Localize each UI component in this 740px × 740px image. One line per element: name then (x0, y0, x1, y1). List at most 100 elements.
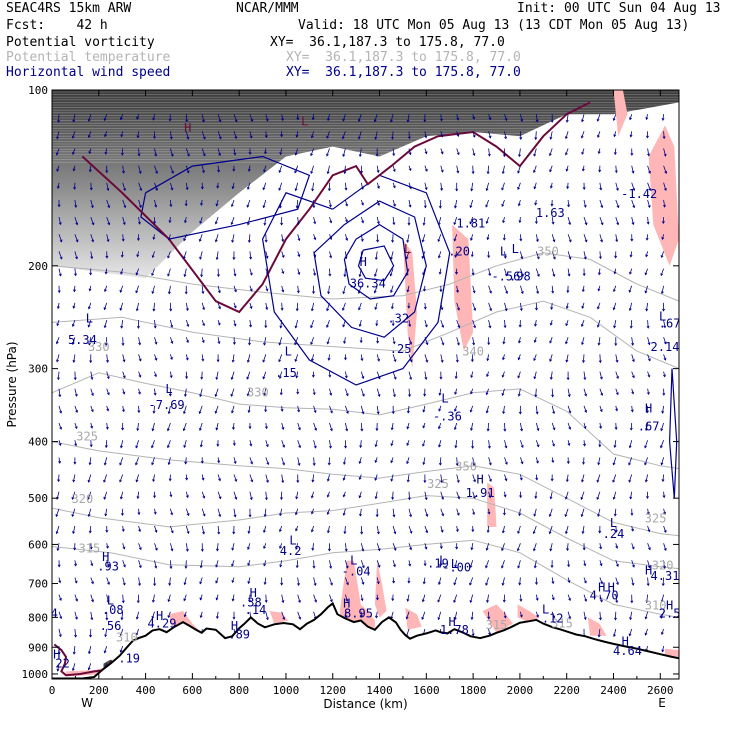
wind-vector-head (376, 581, 380, 585)
wind-vector-head (516, 548, 520, 552)
wind-vector (313, 405, 316, 413)
wind-vector-head (614, 529, 618, 533)
wind-vector (567, 611, 571, 619)
wind-vector-head (439, 564, 442, 568)
wind-vector (520, 234, 522, 241)
wind-vector-head (313, 445, 317, 449)
wind-vector-head (393, 394, 396, 398)
wind-vector-head (200, 548, 204, 552)
wind-vector-head (170, 357, 173, 361)
wind-vector (501, 182, 505, 191)
wind-vector (631, 388, 634, 394)
wind-vector-head (536, 428, 540, 432)
wind-vector (488, 131, 491, 139)
wind-vector-head (233, 514, 237, 518)
wind-vector (170, 148, 174, 157)
wind-vector-head (359, 445, 363, 449)
wind-vector (167, 422, 171, 431)
wind-vector-head (647, 529, 651, 533)
wind-vector-head (90, 256, 94, 260)
wind-vector-head (358, 307, 361, 311)
wind-vector-head (422, 272, 426, 276)
wind-vector (58, 457, 61, 464)
wind-vector-head (248, 426, 252, 430)
wind-vector-head (472, 134, 476, 138)
theta-label: 325 (427, 477, 449, 491)
wind-vector (342, 319, 346, 327)
wind-vector (121, 131, 124, 137)
wind-vector-head (152, 117, 156, 121)
speed-label: -7.69 (149, 398, 185, 412)
wind-vector-head (91, 222, 95, 226)
speed-label: .67 (659, 316, 681, 330)
wind-vector-head (344, 256, 348, 260)
speed-label: .98 (509, 270, 531, 284)
wind-vector (329, 234, 332, 240)
wind-vector (567, 543, 569, 551)
wind-vector-head (345, 565, 349, 569)
wind-vector-head (631, 359, 635, 363)
wind-vector-head (59, 256, 63, 260)
wind-vector-head (660, 445, 663, 449)
wind-vector (345, 234, 348, 241)
wind-vector-head (645, 600, 649, 604)
speed-label: 4.31 (651, 569, 680, 583)
wind-vector (72, 663, 76, 671)
wind-vector-head (103, 496, 107, 500)
wind-vector-head (534, 202, 538, 206)
wind-vector (57, 302, 60, 309)
wind-vector (120, 285, 124, 293)
wind-vector-head (328, 374, 332, 378)
wind-vector-head (615, 600, 619, 604)
wind-vector (647, 199, 651, 208)
wind-vector-head (406, 239, 410, 243)
wind-vector-head (361, 393, 365, 397)
wind-vector (184, 577, 187, 585)
wind-vector-head (328, 204, 332, 208)
wind-vector-head (439, 546, 443, 550)
wind-vector-head (613, 325, 617, 329)
run-title: SEAC4RS 15km ARW (6, 1, 132, 16)
wind-vector-head (249, 288, 253, 292)
wind-vector (58, 114, 60, 123)
wind-vector (504, 422, 506, 432)
wind-vector-head (247, 562, 251, 566)
wind-vector (629, 285, 633, 293)
wind-vector-head (616, 205, 620, 209)
wind-vector-head (473, 325, 476, 329)
wind-vector-head (390, 478, 394, 482)
wind-vector-head (72, 168, 76, 172)
wind-vector (153, 114, 155, 121)
wind-vector-head (472, 290, 476, 294)
wind-vector (407, 234, 410, 243)
wind-vector-head (567, 204, 571, 208)
wind-vector (199, 388, 203, 397)
wind-vector (201, 268, 203, 277)
wind-vector (281, 440, 285, 448)
wind-vector-head (56, 359, 59, 363)
wind-vector-head (167, 237, 171, 241)
wind-vector (392, 543, 397, 551)
wind-vector-head (393, 564, 396, 568)
wind-vector (72, 319, 76, 327)
wind-vector (629, 268, 633, 275)
wind-vector (520, 268, 524, 277)
wind-vector (345, 216, 348, 222)
wind-vector (183, 594, 187, 601)
wind-vector-head (661, 410, 665, 414)
wind-vector (313, 388, 315, 395)
wind-vector (520, 440, 524, 448)
wind-vector (438, 216, 442, 225)
wind-vector (406, 611, 410, 619)
wind-vector-head (183, 274, 187, 278)
wind-vector (232, 182, 235, 189)
wind-vector (583, 560, 586, 566)
wind-vector-head (87, 514, 91, 517)
wind-vector (486, 182, 489, 191)
wind-vector-head (423, 119, 427, 123)
wind-vector-head (361, 202, 364, 206)
wind-vector (392, 217, 395, 225)
wind-vector-head (88, 651, 91, 655)
pink-region (269, 611, 289, 624)
wind-vector-head (552, 427, 556, 431)
